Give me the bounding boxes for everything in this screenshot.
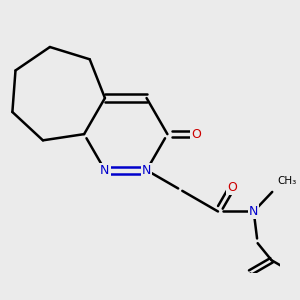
Text: N: N [142,164,151,177]
Text: N: N [100,164,110,177]
Text: CH₃: CH₃ [278,176,297,187]
Text: O: O [191,128,201,141]
Text: N: N [249,205,258,218]
Text: O: O [227,181,237,194]
